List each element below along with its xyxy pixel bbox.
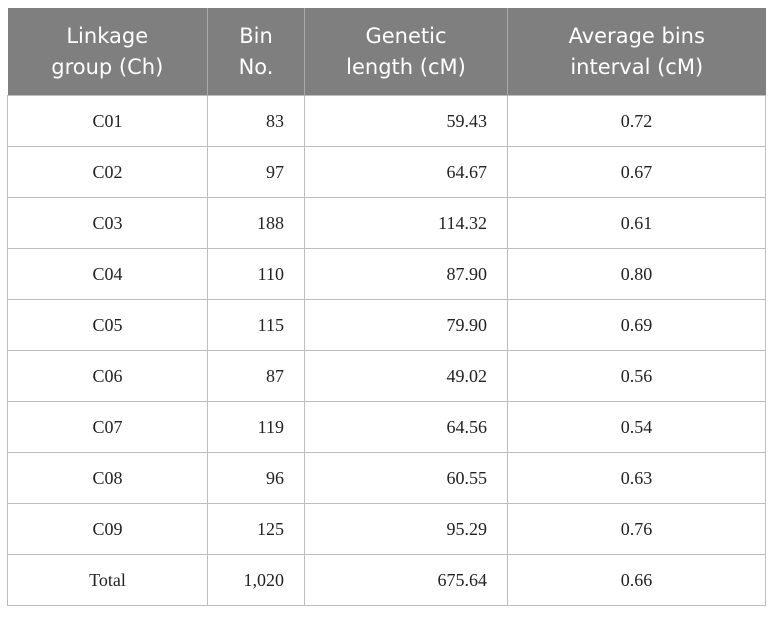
average-interval-cell: 0.56	[507, 350, 766, 402]
linkage-group-cell: C04	[7, 248, 208, 300]
header-bin-no: Bin No.	[207, 8, 305, 96]
average-interval-cell: 0.76	[507, 503, 766, 555]
header-linkage-group: Linkage group (Ch)	[7, 8, 208, 96]
bin-no-cell: 83	[207, 95, 305, 147]
genetic-length-cell: 114.32	[304, 197, 508, 249]
bin-no-cell: 115	[207, 299, 305, 351]
average-interval-cell: 0.66	[507, 554, 766, 606]
header-linkage-group-line1: Linkage	[66, 23, 149, 48]
table-row: C04 110 87.90 0.80	[7, 248, 766, 300]
bin-no-cell: 188	[207, 197, 305, 249]
header-genetic-length-line2: length (cM)	[346, 54, 466, 79]
linkage-group-cell: C03	[7, 197, 208, 249]
average-interval-cell: 0.54	[507, 401, 766, 453]
bin-no-cell: 110	[207, 248, 305, 300]
genetic-length-cell: 59.43	[304, 95, 508, 147]
header-genetic-length-line1: Genetic	[365, 23, 447, 48]
linkage-group-cell: C05	[7, 299, 208, 351]
linkage-map-table: Linkage group (Ch) Bin No. Genetic lengt…	[7, 8, 766, 606]
average-interval-cell: 0.67	[507, 146, 766, 198]
bin-no-cell: 97	[207, 146, 305, 198]
genetic-length-cell: 49.02	[304, 350, 508, 402]
genetic-length-cell: 87.90	[304, 248, 508, 300]
bin-no-cell: 125	[207, 503, 305, 555]
average-interval-cell: 0.69	[507, 299, 766, 351]
header-genetic-length: Genetic length (cM)	[304, 8, 508, 96]
header-average-interval-line1: Average bins	[568, 23, 705, 48]
bin-no-cell: 119	[207, 401, 305, 453]
average-interval-cell: 0.61	[507, 197, 766, 249]
header-average-interval-line2: interval (cM)	[570, 54, 704, 79]
table-row: C02 97 64.67 0.67	[7, 146, 766, 198]
linkage-group-cell: Total	[7, 554, 208, 606]
table-row-total: Total 1,020 675.64 0.66	[7, 554, 766, 606]
linkage-group-cell: C08	[7, 452, 208, 504]
table-row: C03 188 114.32 0.61	[7, 197, 766, 249]
table-row: C07 119 64.56 0.54	[7, 401, 766, 453]
linkage-group-cell: C06	[7, 350, 208, 402]
linkage-group-cell: C01	[7, 95, 208, 147]
bin-no-cell: 96	[207, 452, 305, 504]
genetic-length-cell: 95.29	[304, 503, 508, 555]
genetic-length-cell: 60.55	[304, 452, 508, 504]
genetic-length-cell: 64.56	[304, 401, 508, 453]
linkage-group-cell: C09	[7, 503, 208, 555]
average-interval-cell: 0.72	[507, 95, 766, 147]
genetic-length-cell: 675.64	[304, 554, 508, 606]
linkage-group-cell: C02	[7, 146, 208, 198]
table-row: C09 125 95.29 0.76	[7, 503, 766, 555]
genetic-length-cell: 64.67	[304, 146, 508, 198]
bin-no-cell: 1,020	[207, 554, 305, 606]
header-average-interval: Average bins interval (cM)	[507, 8, 766, 96]
table-header: Linkage group (Ch) Bin No. Genetic lengt…	[7, 8, 766, 96]
table-row: C08 96 60.55 0.63	[7, 452, 766, 504]
header-bin-no-line2: No.	[238, 54, 274, 79]
table-row: C01 83 59.43 0.72	[7, 95, 766, 147]
average-interval-cell: 0.63	[507, 452, 766, 504]
genetic-length-cell: 79.90	[304, 299, 508, 351]
average-interval-cell: 0.80	[507, 248, 766, 300]
header-row: Linkage group (Ch) Bin No. Genetic lengt…	[7, 8, 766, 96]
table-body: C01 83 59.43 0.72 C02 97 64.67 0.67 C03 …	[7, 95, 766, 606]
header-linkage-group-line2: group (Ch)	[51, 54, 164, 79]
header-bin-no-line1: Bin	[239, 23, 273, 48]
table-row: C05 115 79.90 0.69	[7, 299, 766, 351]
bin-no-cell: 87	[207, 350, 305, 402]
table-row: C06 87 49.02 0.56	[7, 350, 766, 402]
linkage-group-cell: C07	[7, 401, 208, 453]
